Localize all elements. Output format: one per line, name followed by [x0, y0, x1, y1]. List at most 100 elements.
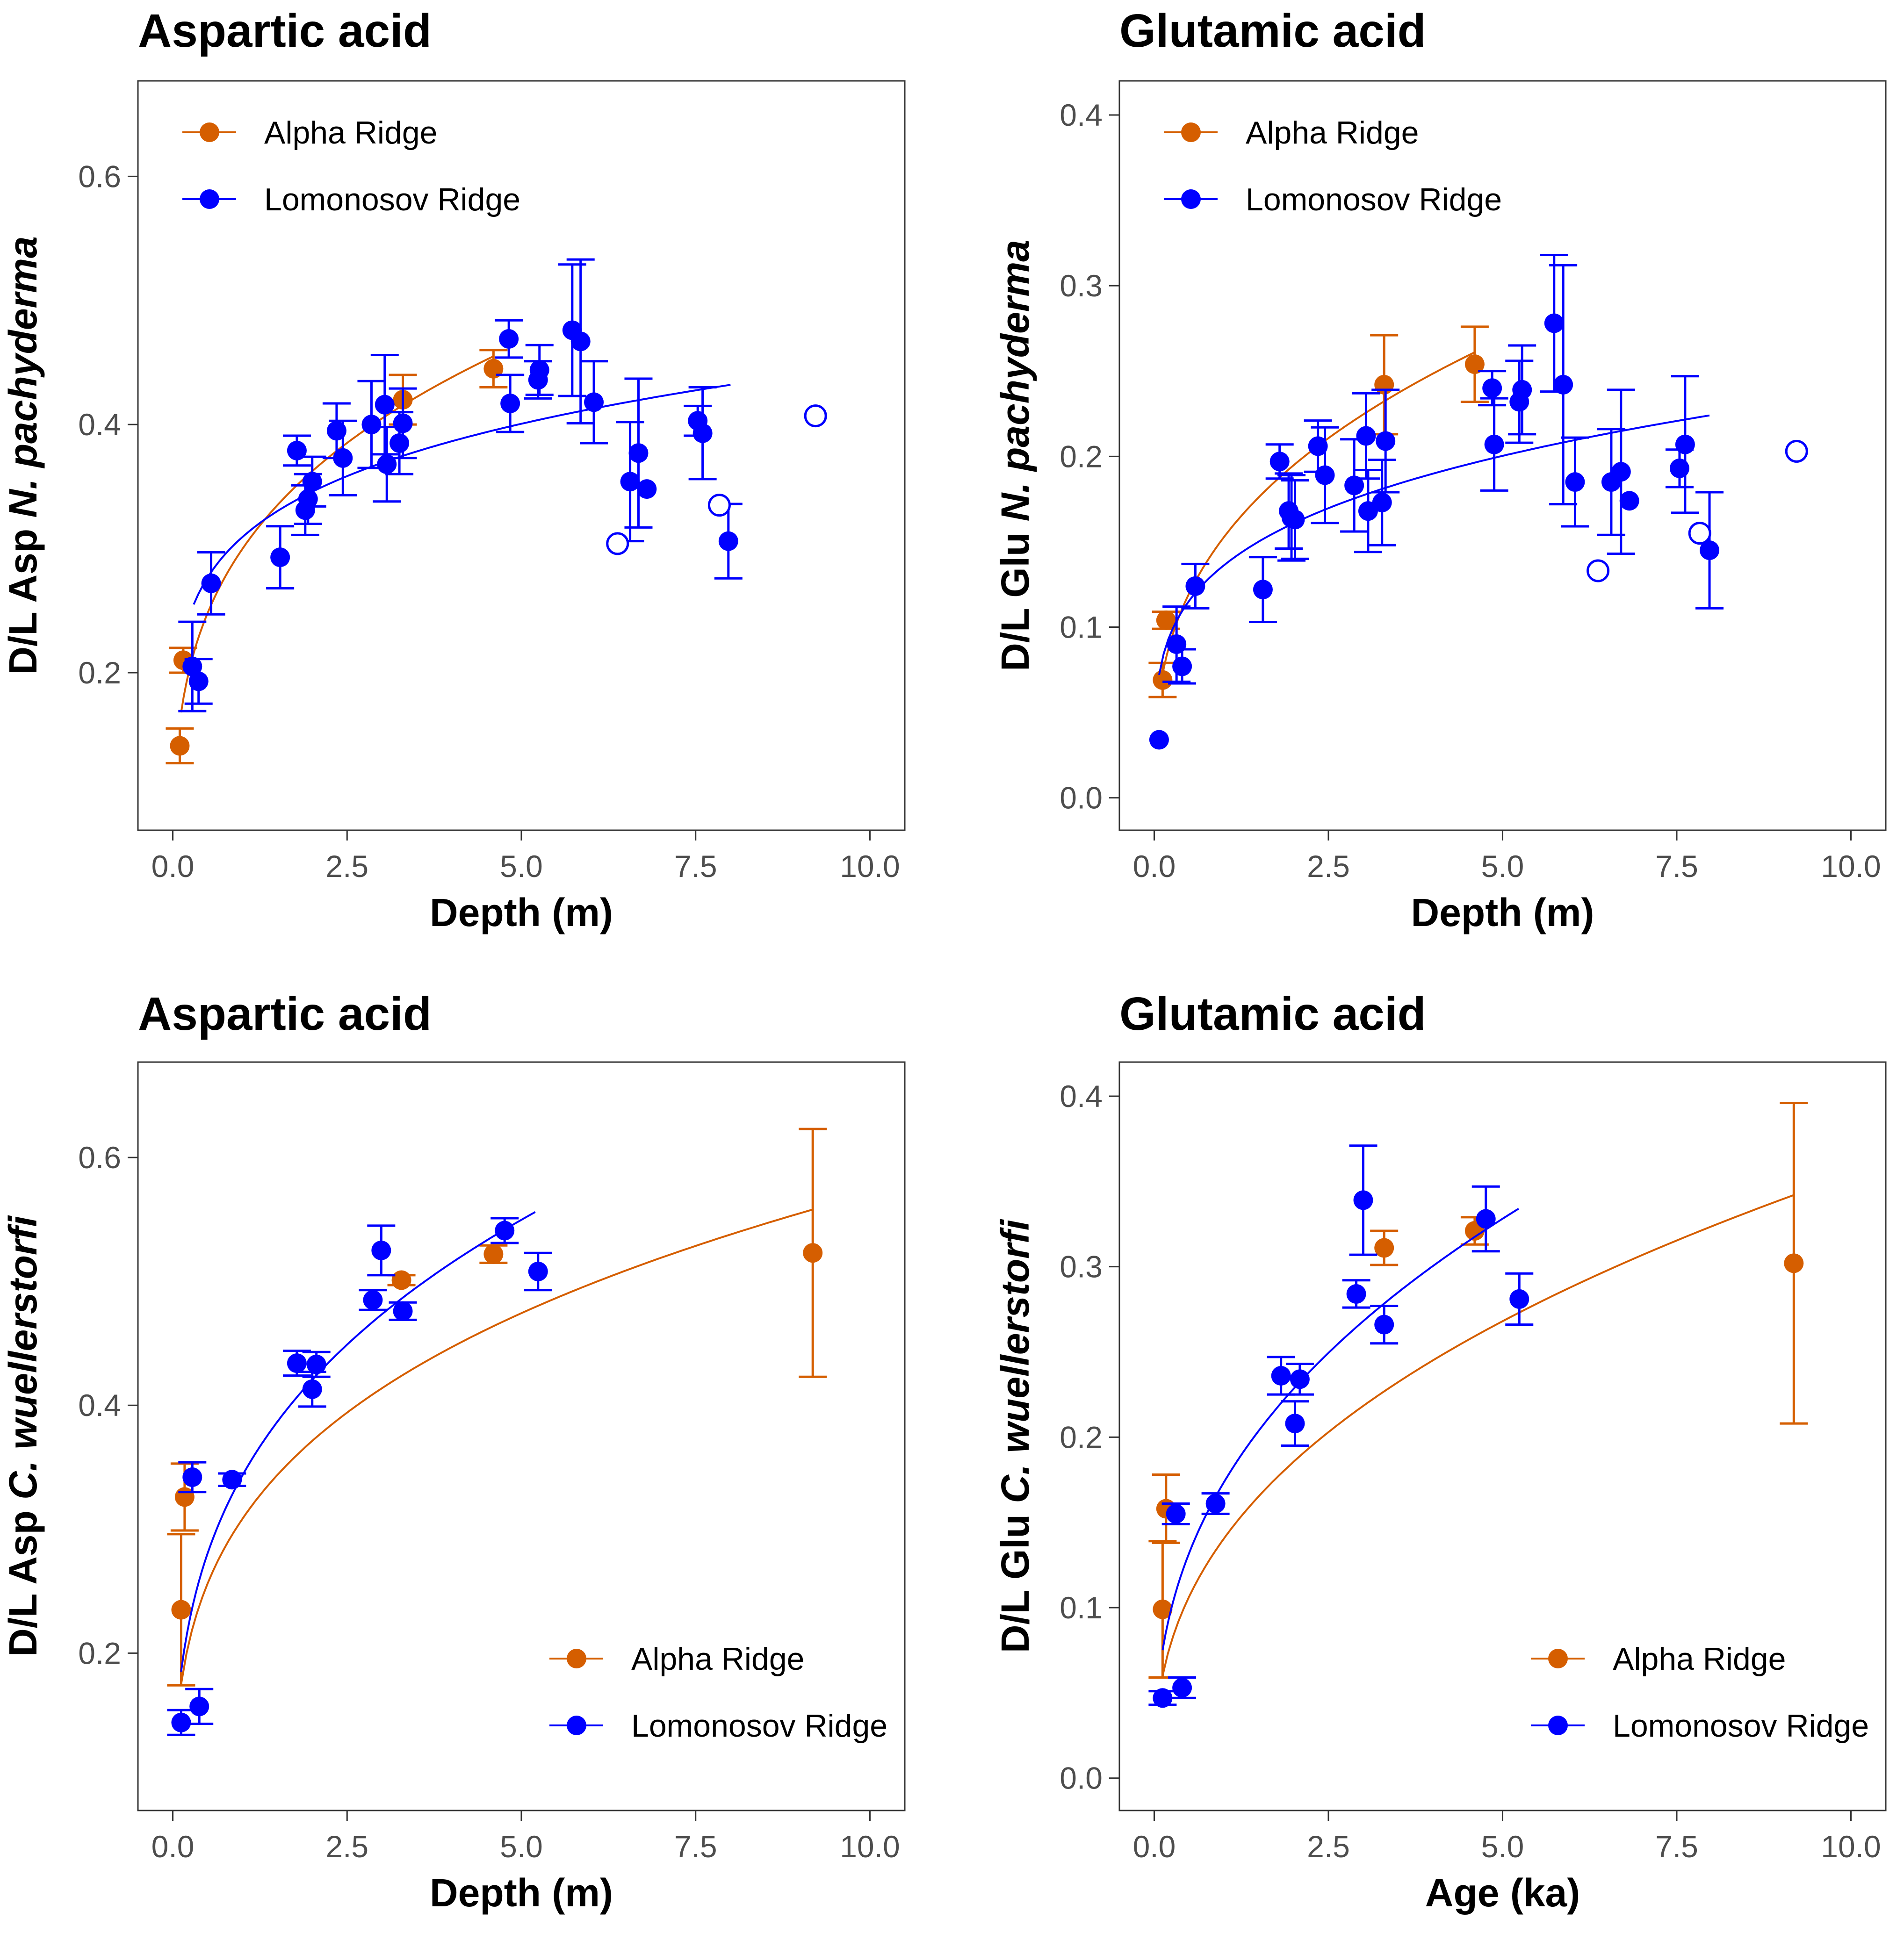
- x-tick-label: 10.0: [1821, 1829, 1881, 1864]
- data-point: [1544, 313, 1564, 333]
- x-tick-label: 2.5: [1307, 849, 1350, 884]
- x-axis-title: Depth (m): [1411, 891, 1594, 934]
- legend-marker: [1181, 189, 1201, 209]
- data-point: [1476, 1209, 1496, 1229]
- data-point: [1185, 576, 1205, 596]
- y-tick-label: 0.1: [1060, 610, 1103, 644]
- data-point: [393, 413, 413, 433]
- data-point: [803, 1243, 823, 1263]
- fit-curve: [1158, 414, 1710, 675]
- data-point: [182, 656, 202, 676]
- legend-marker: [200, 122, 219, 142]
- y-tick-label: 0.2: [78, 1636, 121, 1670]
- panel-glu-wuellerstorfi: Glutamic acid 0.0 2.5 5.0 7.5 10.0 0.0 0.1 0.2 0.…: [993, 988, 1887, 1915]
- data-point: [363, 1290, 383, 1310]
- data-point: [1172, 656, 1192, 676]
- data-point: [1700, 540, 1720, 560]
- y-axis-title: D/L Asp N. pachyderma: [1, 236, 45, 675]
- y-tick-label: 0.2: [1060, 1420, 1103, 1454]
- y-axis-title: D/L Glu C. wuellerstorfi: [993, 1219, 1037, 1653]
- data-point: [1172, 1678, 1192, 1698]
- fit-curve: [180, 1208, 813, 1684]
- y-tick-label: 0.6: [78, 1140, 121, 1175]
- data-point: [298, 489, 318, 509]
- y-tick-label: 0.1: [1060, 1590, 1103, 1625]
- legend-marker: [1181, 122, 1201, 142]
- data-point: [1509, 1289, 1529, 1309]
- data-point: [361, 415, 382, 435]
- data-point: [1344, 475, 1364, 496]
- x-tick-label: 5.0: [1481, 849, 1524, 884]
- x-tick-label: 2.5: [325, 1829, 368, 1864]
- series-lomonosov-ridge: [178, 258, 827, 712]
- y-tick-label: 0.0: [1060, 781, 1103, 815]
- data-point: [326, 421, 346, 441]
- legend-label: Lomonosov Ridge: [1246, 182, 1502, 217]
- fit-curve: [180, 1211, 536, 1672]
- data-point: [1166, 1504, 1186, 1524]
- data-point: [306, 1354, 326, 1374]
- excluded-data-point: [606, 532, 629, 555]
- data-point: [391, 1270, 411, 1290]
- y-tick-label: 0.2: [78, 655, 121, 690]
- data-point: [188, 671, 209, 691]
- data-point: [1669, 458, 1689, 478]
- y-axis-title-prefix: D/L Glu: [993, 1503, 1037, 1653]
- data-point: [628, 443, 649, 463]
- data-point: [270, 547, 290, 568]
- plot-area: [1148, 1102, 1808, 1708]
- panel-title: Glutamic acid: [1119, 988, 1426, 1040]
- y-axis-title: D/L Glu N. pachyderma: [993, 240, 1037, 671]
- panel-asp-wuellerstorfi: Aspartic acid 0.0 2.5 5.0 7.5 10.0 0.2 0.4 0.6 De…: [1, 988, 906, 1915]
- fit-curve: [1161, 1207, 1519, 1651]
- plot-frame: [137, 80, 906, 831]
- y-axis-title-prefix: D/L Asp: [1, 518, 45, 675]
- data-point: [1285, 510, 1305, 530]
- data-point: [1372, 492, 1392, 512]
- data-point: [171, 1600, 191, 1620]
- data-point: [1149, 730, 1169, 750]
- data-point: [1156, 610, 1176, 630]
- x-axis-title: Depth (m): [430, 1871, 613, 1915]
- y-tick-label: 0.4: [78, 407, 121, 442]
- legend-entry: Alpha Ridge: [549, 1641, 804, 1677]
- legend-entry: Alpha Ridge: [182, 115, 437, 151]
- data-point: [528, 1261, 548, 1281]
- data-point: [1464, 354, 1485, 374]
- x-tick-label: 10.0: [840, 849, 900, 884]
- data-point: [1205, 1494, 1226, 1514]
- data-point: [1374, 1315, 1394, 1335]
- data-point: [302, 1379, 322, 1399]
- y-tick-label: 0.6: [78, 159, 121, 194]
- data-point: [333, 448, 353, 468]
- legend-label: Alpha Ridge: [264, 115, 437, 151]
- data-point: [499, 329, 519, 349]
- x-tick-label: 0.0: [1133, 1829, 1176, 1864]
- y-axis-title: D/L Asp C. wuellerstorfi: [1, 1215, 45, 1656]
- plot-frame: [1118, 1061, 1887, 1811]
- y-axis-title-species: N. pachyderma: [1, 236, 45, 517]
- legend: Alpha Ridge Lomonosov Ridge: [1531, 1641, 1869, 1744]
- data-point: [620, 472, 640, 492]
- data-point: [1374, 374, 1394, 395]
- legend-entry: Lomonosov Ridge: [1164, 182, 1502, 217]
- data-point: [1269, 452, 1290, 472]
- plot-area: [166, 258, 827, 765]
- legend-marker: [1548, 1716, 1568, 1735]
- legend-entry: Lomonosov Ridge: [1531, 1708, 1869, 1744]
- plot-frame: [137, 1061, 906, 1811]
- data-point: [1374, 1238, 1394, 1258]
- data-point: [393, 1301, 413, 1321]
- data-point: [1153, 1599, 1173, 1619]
- data-point: [1290, 1369, 1310, 1389]
- series-alpha-ridge: [167, 1128, 827, 1687]
- x-tick-label: 0.0: [151, 1829, 195, 1864]
- excluded-data-point: [1688, 522, 1711, 545]
- data-point: [182, 1467, 202, 1487]
- data-point: [1253, 580, 1273, 600]
- data-point: [483, 359, 504, 379]
- data-point: [287, 1353, 307, 1373]
- y-axis-title-prefix: D/L Asp: [1, 1500, 45, 1657]
- data-point: [1167, 634, 1187, 654]
